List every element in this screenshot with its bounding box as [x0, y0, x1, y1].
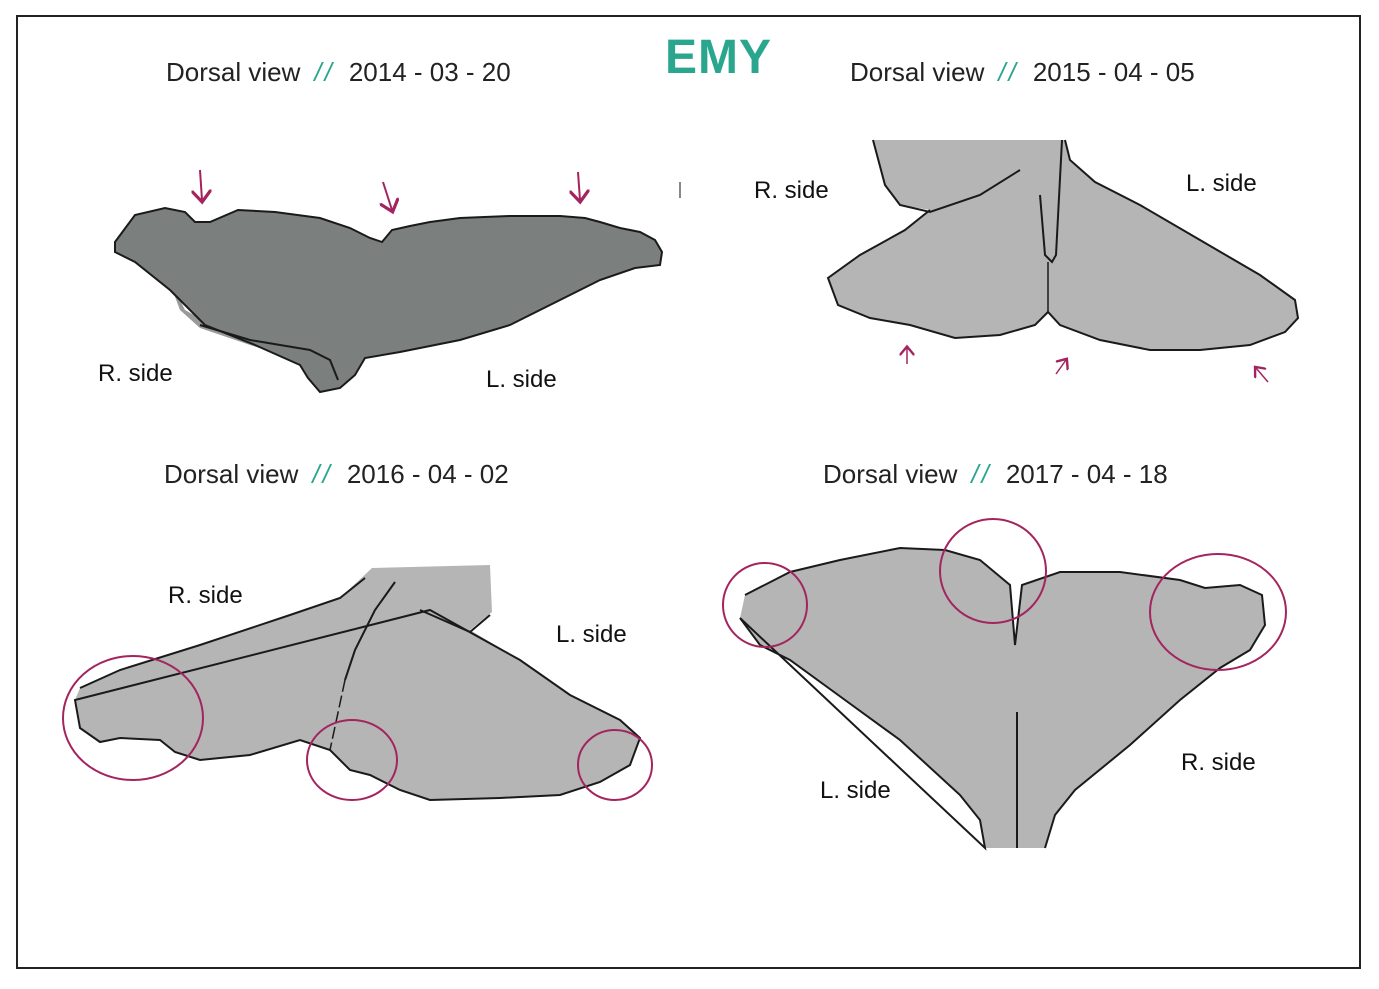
caption-panel-1: Dorsal view // 2014 - 03 - 20: [166, 57, 511, 88]
marker-circle-3: [577, 729, 653, 801]
figure-title: EMY: [665, 31, 773, 84]
side-label-right: R. side: [168, 582, 243, 609]
fluke-body: [828, 140, 1298, 350]
arrow-3: [1256, 368, 1269, 383]
marker-circle-1: [722, 562, 808, 648]
fluke-outline: [826, 139, 1300, 351]
caption-view: Dorsal view: [850, 57, 985, 87]
fluke-outline: [739, 546, 1267, 851]
caption-panel-3: Dorsal view // 2016 - 04 - 02: [164, 459, 509, 490]
fluke-notch: [1039, 139, 1063, 264]
side-label-right: R. side: [754, 177, 829, 204]
fluke-outline: [73, 577, 642, 802]
side-label-right: R. side: [98, 360, 173, 387]
fluke-2017: [722, 518, 1287, 851]
caption-panel-2: Dorsal view // 2015 - 04 - 05: [850, 57, 1195, 88]
caption-separator: //: [971, 459, 992, 489]
fluke-2016: [62, 565, 653, 802]
fluke-midline: [329, 679, 346, 751]
arrow-3: [578, 171, 580, 200]
caption-separator: //: [312, 459, 333, 489]
fluke-neck-line: [872, 139, 1021, 214]
fluke-2015: [826, 139, 1300, 383]
caption-view: Dorsal view: [823, 459, 958, 489]
fluke-body: [740, 548, 1265, 848]
caption-date: 2014 - 03 - 20: [348, 57, 511, 87]
arrow-2: [1055, 360, 1066, 375]
marker-circle-1: [62, 655, 204, 781]
side-label-left: L. side: [486, 366, 557, 393]
marker-circle-2: [939, 518, 1047, 624]
caption-date: 2015 - 04 - 05: [1032, 57, 1195, 87]
caption-separator: //: [998, 57, 1019, 87]
arrow-1: [200, 169, 202, 200]
arrow-2: [383, 181, 392, 210]
side-label-left: L. side: [820, 777, 891, 804]
fluke-body: [75, 565, 640, 800]
side-label-right: R. side: [1181, 749, 1256, 776]
side-label-left: L. side: [556, 621, 627, 648]
fluke-ridge: [199, 324, 339, 381]
caption-panel-4: Dorsal view // 2017 - 04 - 18: [823, 459, 1168, 490]
marker-circle-3: [1149, 553, 1287, 671]
caption-separator: //: [314, 57, 335, 87]
marker-circle-2: [306, 719, 398, 801]
caption-date: 2017 - 04 - 18: [1005, 459, 1168, 489]
fluke-body: [114, 206, 664, 394]
caption-view: Dorsal view: [166, 57, 301, 87]
fluke-notch-line: [419, 609, 491, 634]
caption-date: 2016 - 04 - 02: [346, 459, 509, 489]
fluke-notch: [344, 581, 396, 681]
figure-frame: [16, 15, 1361, 969]
side-label-left: L. side: [1186, 170, 1257, 197]
caption-view: Dorsal view: [164, 459, 299, 489]
fluke-2014: [114, 169, 681, 394]
